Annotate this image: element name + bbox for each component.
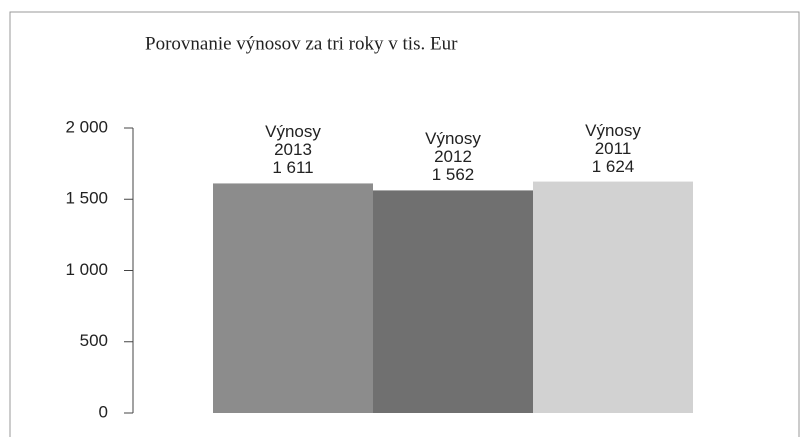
bar — [533, 181, 693, 413]
data-label: Výnosy 2011 1 624 — [573, 120, 653, 176]
y-tick-label: 0 — [99, 402, 108, 421]
value-label: 1 611 — [272, 158, 314, 178]
chart-title: Porovnanie výnosov za tri roky v tis. Eu… — [145, 33, 458, 54]
value-label: 1 562 — [431, 165, 475, 185]
y-tick-label: 500 — [80, 331, 108, 350]
bar — [373, 190, 533, 413]
data-label: Výnosy 2012 1 562 — [413, 130, 493, 184]
value-label: 1 624 — [591, 156, 635, 176]
y-tick-label: 1 000 — [65, 260, 108, 279]
bar — [213, 183, 373, 413]
y-tick-label: 2 000 — [65, 117, 108, 136]
category-label: Výnosy 2011 — [585, 120, 641, 158]
category-label: Výnosy 2013 — [265, 122, 321, 160]
y-tick-label: 1 500 — [65, 189, 108, 208]
category-label: Výnosy 2012 — [425, 129, 481, 167]
frame — [9, 11, 800, 437]
data-label: Výnosy 2013 1 611 — [253, 123, 333, 177]
